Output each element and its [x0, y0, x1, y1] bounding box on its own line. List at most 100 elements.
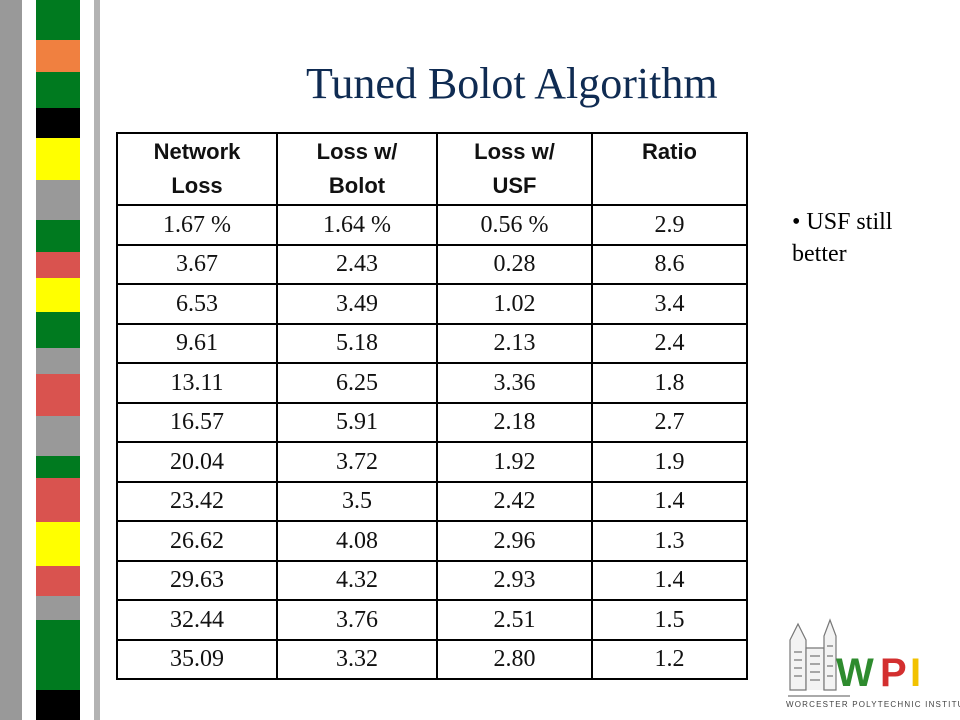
left-decorative-strip — [0, 0, 100, 720]
cell-loss-bolot: 6.25 — [276, 362, 438, 404]
cell-loss-bolot: 2.43 — [276, 243, 438, 285]
cell-ratio: 2.4 — [591, 322, 748, 364]
cell-ratio: 1.5 — [591, 599, 748, 641]
table-header-row: Network Loss Loss w/ Bolot Loss w/ USF R… — [116, 132, 748, 206]
cell-network-loss: 32.44 — [116, 599, 278, 641]
bullet-point: • USF still better — [792, 206, 942, 270]
cell-loss-usf: 2.13 — [436, 322, 593, 364]
strip-block — [36, 72, 80, 108]
strip-block — [36, 478, 80, 522]
cell-loss-usf: 2.96 — [436, 520, 593, 562]
cell-loss-usf: 0.28 — [436, 243, 593, 285]
header-loss-usf: Loss w/ USF — [436, 132, 593, 206]
cell-network-loss: 29.63 — [116, 559, 278, 601]
strip-block — [36, 522, 80, 566]
cell-loss-usf: 1.02 — [436, 283, 593, 325]
logo-letter-i: I — [910, 651, 921, 695]
cell-loss-bolot: 5.91 — [276, 401, 438, 443]
cell-loss-usf: 0.56 % — [436, 204, 593, 246]
strip-block — [36, 416, 80, 456]
cell-loss-bolot: 1.64 % — [276, 204, 438, 246]
cell-loss-usf: 1.92 — [436, 441, 593, 483]
strip-gray-band — [0, 0, 22, 720]
header-ratio: Ratio — [591, 132, 748, 206]
table-image: Network Loss Loss w/ Bolot Loss w/ USF R… — [112, 120, 752, 680]
header-loss-bolot: Loss w/ Bolot — [276, 132, 438, 206]
cell-ratio: 8.6 — [591, 243, 748, 285]
results-table: Network Loss Loss w/ Bolot Loss w/ USF R… — [116, 132, 748, 680]
cell-network-loss: 23.42 — [116, 480, 278, 522]
strip-block — [36, 456, 80, 478]
strip-color-blocks — [22, 0, 94, 720]
table-row: 29.63 4.32 2.93 1.4 — [116, 559, 748, 601]
table-row: 16.57 5.91 2.18 2.7 — [116, 401, 748, 443]
strip-right-border — [94, 0, 100, 720]
building-icon — [788, 618, 850, 697]
strip-block — [36, 312, 80, 348]
cell-network-loss: 26.62 — [116, 520, 278, 562]
strip-block — [36, 566, 80, 596]
strip-block — [36, 138, 80, 180]
strip-block — [36, 220, 80, 252]
cell-ratio: 3.4 — [591, 283, 748, 325]
cell-network-loss: 16.57 — [116, 401, 278, 443]
cell-ratio: 1.4 — [591, 480, 748, 522]
cell-ratio: 1.8 — [591, 362, 748, 404]
cell-loss-bolot: 4.32 — [276, 559, 438, 601]
table-row: 6.53 3.49 1.02 3.4 — [116, 283, 748, 325]
strip-block — [36, 40, 80, 72]
table-row: 23.42 3.5 2.42 1.4 — [116, 480, 748, 522]
strip-block — [36, 180, 80, 220]
strip-block — [36, 690, 80, 720]
cell-network-loss: 20.04 — [116, 441, 278, 483]
cell-loss-usf: 2.18 — [436, 401, 593, 443]
table-row: 13.11 6.25 3.36 1.8 — [116, 362, 748, 404]
logo-letter-p: P — [880, 651, 907, 695]
strip-block — [36, 252, 80, 278]
table-body: 1.67 % 1.64 % 0.56 % 2.9 3.67 2.43 0.28 8.6 6.… — [116, 204, 748, 680]
strip-block — [36, 278, 80, 312]
cell-loss-usf: 3.36 — [436, 362, 593, 404]
cell-loss-bolot: 3.49 — [276, 283, 438, 325]
cell-loss-bolot: 4.08 — [276, 520, 438, 562]
cell-loss-bolot: 3.72 — [276, 441, 438, 483]
cell-network-loss: 9.61 — [116, 322, 278, 364]
bullet-text: USF still better — [792, 209, 893, 267]
cell-ratio: 1.2 — [591, 638, 748, 680]
header-network-loss: Network Loss — [116, 132, 278, 206]
slide-title: Tuned Bolot Algorithm — [306, 59, 718, 108]
cell-network-loss: 1.67 % — [116, 204, 278, 246]
table-row: 20.04 3.72 1.92 1.9 — [116, 441, 748, 483]
strip-block — [36, 108, 80, 138]
cell-ratio: 1.3 — [591, 520, 748, 562]
cell-network-loss: 13.11 — [116, 362, 278, 404]
cell-loss-usf: 2.93 — [436, 559, 593, 601]
cell-loss-bolot: 5.18 — [276, 322, 438, 364]
cell-loss-bolot: 3.76 — [276, 599, 438, 641]
strip-block — [36, 0, 80, 40]
strip-block — [36, 374, 80, 416]
logo-letter-w: W — [836, 651, 874, 695]
strip-block — [36, 596, 80, 620]
table-row: 26.62 4.08 2.96 1.3 — [116, 520, 748, 562]
cell-ratio: 1.4 — [591, 559, 748, 601]
table-row: 1.67 % 1.64 % 0.56 % 2.9 — [116, 204, 748, 246]
cell-ratio: 2.9 — [591, 204, 748, 246]
logo-caption: WORCESTER POLYTECHNIC INSTITUTE — [786, 700, 960, 709]
cell-loss-bolot: 3.32 — [276, 638, 438, 680]
cell-network-loss: 35.09 — [116, 638, 278, 680]
cell-ratio: 1.9 — [591, 441, 748, 483]
table-row: 35.09 3.32 2.80 1.2 — [116, 638, 748, 680]
table-row: 32.44 3.76 2.51 1.5 — [116, 599, 748, 641]
strip-block — [36, 348, 80, 374]
cell-loss-usf: 2.80 — [436, 638, 593, 680]
strip-block — [36, 620, 80, 690]
bullet-marker: • — [792, 209, 801, 235]
cell-loss-usf: 2.51 — [436, 599, 593, 641]
cell-loss-bolot: 3.5 — [276, 480, 438, 522]
table-row: 9.61 5.18 2.13 2.4 — [116, 322, 748, 364]
table-row: 3.67 2.43 0.28 8.6 — [116, 243, 748, 285]
cell-network-loss: 6.53 — [116, 283, 278, 325]
wpi-logo: W P I — [788, 618, 921, 697]
cell-network-loss: 3.67 — [116, 243, 278, 285]
